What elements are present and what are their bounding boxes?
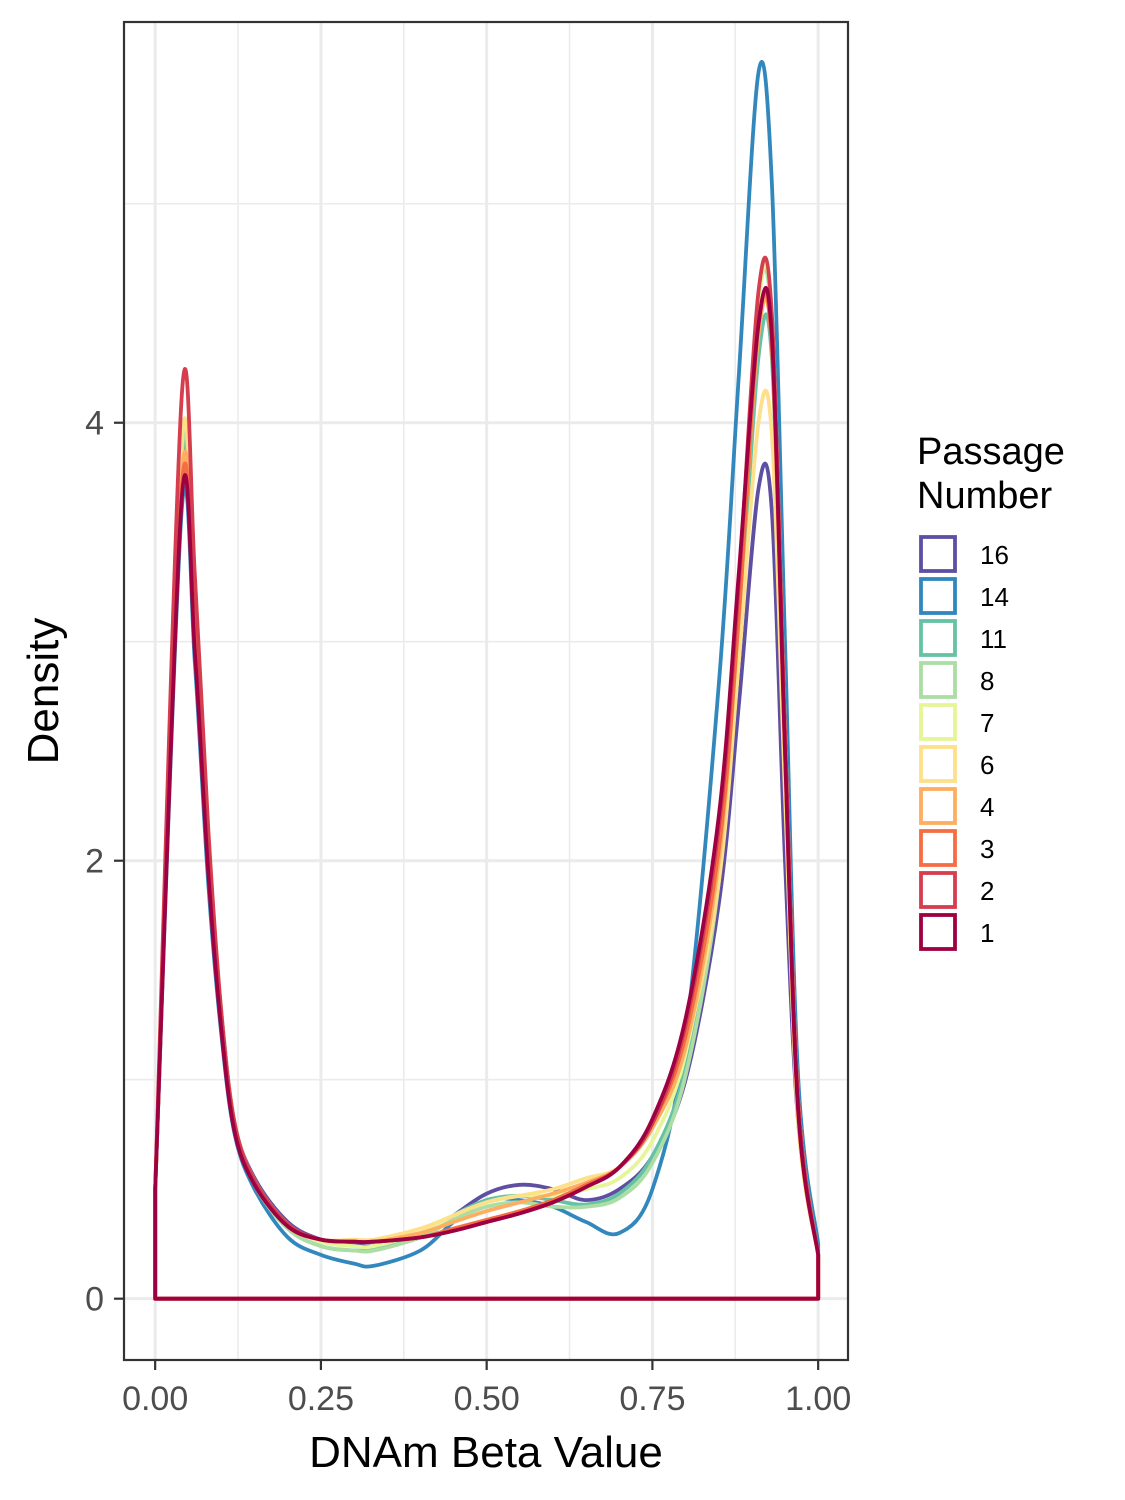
y-axis-title: Density: [19, 618, 68, 765]
legend-items: 16 14 11 8 7 6 4 3 2 1: [919, 535, 1009, 951]
legend-key-2: [919, 871, 957, 909]
legend-label-1: 1: [980, 918, 994, 948]
x-axis-title: DNAm Beta Value: [309, 1428, 663, 1477]
legend-key-14: [919, 577, 957, 615]
y-axis: 0 2 4: [85, 405, 124, 1319]
legend-label-7: 7: [980, 708, 994, 738]
legend-title-line2: Number: [917, 475, 1052, 517]
legend-label-16: 16: [980, 540, 1009, 570]
legend-label-8: 8: [980, 666, 994, 696]
y-tick-label: 0: [85, 1281, 104, 1319]
legend-title-line1: Passage: [917, 431, 1065, 473]
legend-key-4: [919, 787, 957, 825]
legend-key-3: [919, 829, 957, 867]
x-axis: 0.00 0.25 0.50 0.75 1.00: [122, 1360, 851, 1418]
x-tick-label: 0.50: [454, 1380, 520, 1418]
legend-label-11: 11: [980, 624, 1007, 654]
y-tick-label: 2: [85, 843, 104, 881]
legend: Passage Number 16 14 11 8 7 6 4 3 2 1: [917, 431, 1065, 951]
density-line-passage-1: [153, 286, 821, 1301]
legend-label-14: 14: [980, 582, 1009, 612]
legend-key-16: [919, 535, 957, 573]
legend-key-11: [919, 619, 957, 657]
x-tick-label: 0.75: [619, 1380, 685, 1418]
x-tick-label: 0.25: [288, 1380, 354, 1418]
legend-key-1: [919, 913, 957, 951]
legend-label-6: 6: [980, 750, 994, 780]
series-layer: [153, 60, 821, 1301]
legend-label-2: 2: [980, 876, 994, 906]
legend-label-4: 4: [980, 792, 994, 822]
legend-key-8: [919, 661, 957, 699]
legend-key-6: [919, 745, 957, 783]
legend-label-3: 3: [980, 834, 994, 864]
x-tick-label: 1.00: [785, 1380, 851, 1418]
legend-key-7: [919, 703, 957, 741]
y-tick-label: 4: [85, 405, 104, 443]
x-tick-label: 0.00: [122, 1380, 188, 1418]
